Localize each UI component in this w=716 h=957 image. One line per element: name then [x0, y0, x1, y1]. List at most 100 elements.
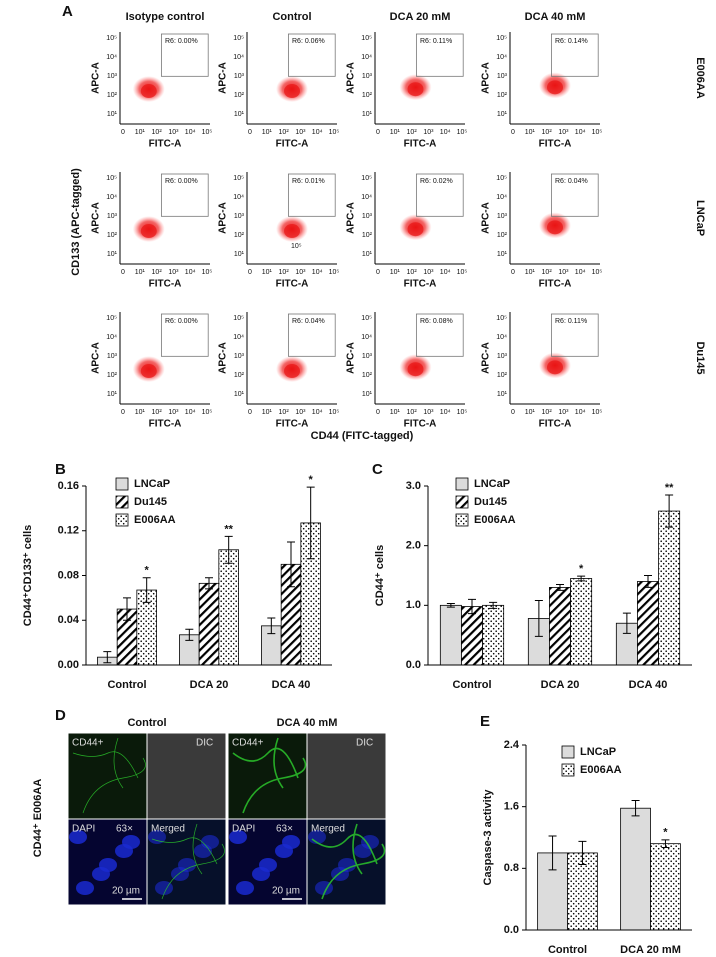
- x-tick-label: 10²: [407, 409, 418, 416]
- y-tick-label: 10²: [497, 232, 508, 239]
- x-tick-label: 10⁴: [312, 129, 323, 136]
- row-label: CD44⁺ E006AA: [32, 779, 44, 858]
- row-label: E006AA: [694, 57, 706, 99]
- panel-label: E: [480, 713, 490, 730]
- x-tick-label: 10²: [279, 409, 290, 416]
- quadrant-label: DAPI: [232, 824, 255, 835]
- plot-y-label: APC-A: [481, 202, 492, 234]
- legend-swatch: [455, 477, 469, 491]
- cell-cloud-core: [284, 364, 300, 379]
- plot-y-label: APC-A: [346, 62, 357, 94]
- x-tick-label: 10³: [295, 409, 306, 416]
- x-tick-label: 10⁵: [329, 409, 340, 416]
- legend-label: Du145: [474, 496, 507, 508]
- legend-swatch: [561, 763, 575, 777]
- y-axis-title: CD44⁺ cells: [374, 545, 386, 606]
- y-tick-label: 10⁴: [361, 334, 372, 341]
- legend-label: E006AA: [474, 514, 516, 526]
- quadrant-label: DIC: [196, 738, 213, 749]
- magnification: 63×: [116, 824, 133, 835]
- y-tick-label: 10²: [362, 92, 373, 99]
- membrane: [232, 737, 307, 814]
- y-tick-label: 10¹: [107, 251, 118, 258]
- gate-box: [287, 313, 336, 357]
- gate-label: R6: 0.04%: [292, 318, 325, 325]
- significance: *: [145, 565, 150, 577]
- panel-label: B: [55, 461, 66, 478]
- y-tick-label: 3.0: [406, 480, 421, 492]
- y-axis-title: Caspase-3 activity: [482, 789, 494, 886]
- x-tick-label: 0: [511, 129, 515, 136]
- legend-swatch: [115, 513, 129, 527]
- panel-label: D: [55, 707, 66, 724]
- column-header: Control: [272, 11, 311, 23]
- nucleus: [259, 858, 277, 872]
- gate-box: [551, 173, 599, 217]
- y-tick-label: 10²: [362, 372, 373, 379]
- y-tick-label: 10⁴: [233, 334, 244, 341]
- plot-x-label: FITC-A: [276, 419, 309, 430]
- y-tick-label: 0.8: [504, 862, 519, 874]
- y-tick-label: 2.4: [504, 739, 520, 751]
- cell-cloud-core: [140, 84, 157, 99]
- x-tick-label: 10¹: [262, 409, 273, 416]
- legend-label: E006AA: [580, 764, 622, 776]
- x-tick-label: 10²: [542, 269, 553, 276]
- gate-label: R6: 0.04%: [555, 178, 588, 185]
- y-tick-label: 10⁵: [361, 315, 372, 322]
- x-tick-label: 10¹: [262, 129, 273, 136]
- row-label: LNCaP: [694, 200, 706, 236]
- y-tick-label: 10⁴: [496, 194, 507, 201]
- x-tick-label: 10³: [168, 129, 179, 136]
- y-tick-label: 10⁵: [361, 175, 372, 182]
- x-tick-label: 10²: [407, 269, 418, 276]
- error-bar: [577, 575, 586, 582]
- y-axis-title: CD44⁺CD133⁺ cells: [22, 525, 34, 627]
- gate-label: R6: 0.06%: [292, 38, 325, 45]
- y-tick-label: 10³: [234, 353, 245, 360]
- x-tick-label: 10⁵: [592, 409, 603, 416]
- x-tick-label: 10⁵: [457, 129, 468, 136]
- y-tick-label: 0.0: [406, 659, 421, 671]
- quadrant-label: DAPI: [72, 824, 95, 835]
- y-tick-label: 10⁵: [106, 315, 117, 322]
- gate-box: [287, 33, 336, 77]
- y-tick-label: 10³: [107, 353, 118, 360]
- gate-label: R6: 0.00%: [165, 38, 198, 45]
- error-bar: [446, 603, 455, 608]
- x-tick-label: 10³: [423, 409, 434, 416]
- membrane: [311, 823, 386, 900]
- x-tick-label: 10¹: [525, 129, 536, 136]
- legend-label: LNCaP: [474, 478, 510, 490]
- x-tick-label: 10⁵: [592, 269, 603, 276]
- x-tick-label: 10²: [279, 129, 290, 136]
- x-tick-label: Control: [548, 944, 587, 956]
- nucleus: [338, 858, 356, 872]
- y-tick-label: 10²: [107, 372, 118, 379]
- gate-label: R6: 0.14%: [555, 38, 588, 45]
- y-tick-label: 0.16: [58, 480, 79, 492]
- plot-y-label: APC-A: [218, 202, 229, 234]
- x-tick-label: 0: [511, 409, 515, 416]
- legend-label: E006AA: [134, 514, 176, 526]
- gate-box: [415, 313, 464, 357]
- gate-label: R6: 0.00%: [165, 318, 198, 325]
- gate-box: [160, 313, 209, 357]
- x-tick-label: 10⁵: [329, 269, 340, 276]
- gate-box: [415, 173, 464, 217]
- bar: [549, 587, 571, 666]
- y-tick-label: 10⁴: [106, 54, 117, 61]
- x-tick-label: 10¹: [390, 129, 401, 136]
- x-tick-label: DCA 20: [190, 679, 229, 691]
- bar: [570, 578, 593, 666]
- legend-swatch: [115, 495, 129, 509]
- y-tick-label: 10³: [234, 213, 245, 220]
- gate-label: R6: 0.02%: [420, 178, 453, 185]
- error-bar: [665, 494, 674, 528]
- nucleus: [236, 881, 254, 895]
- gate-box: [551, 313, 599, 357]
- significance: *: [579, 563, 584, 575]
- error-bar: [622, 612, 631, 634]
- x-tick-label: 10¹: [135, 409, 146, 416]
- gate-label: R6: 0.00%: [165, 178, 198, 185]
